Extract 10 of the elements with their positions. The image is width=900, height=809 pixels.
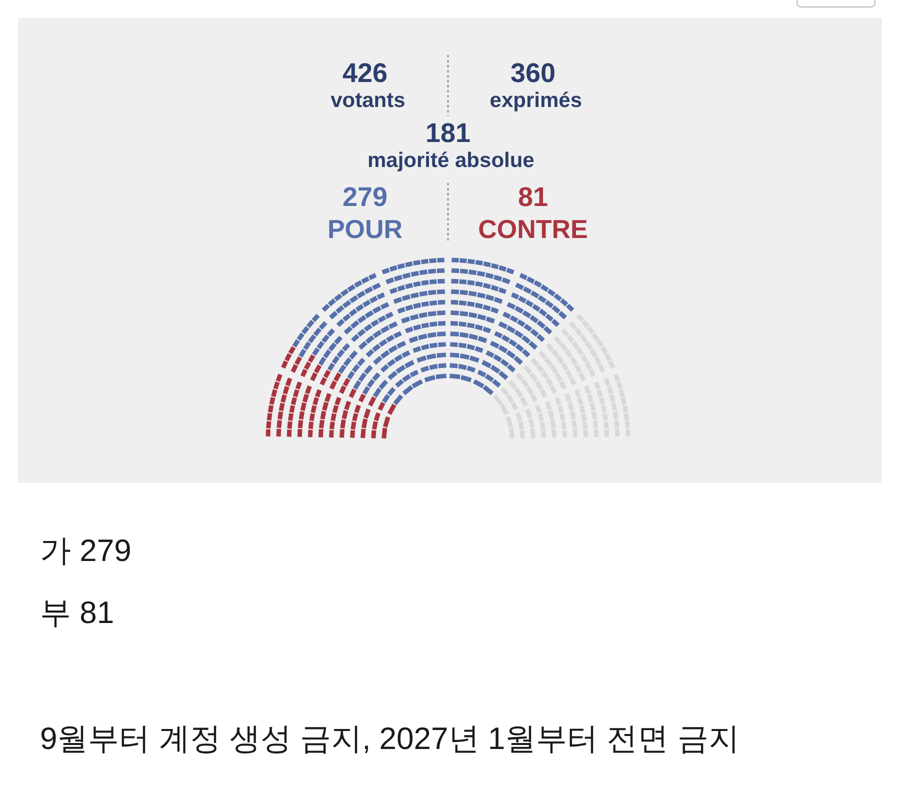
data-label: 279 bbox=[342, 182, 388, 212]
text: 426 votants bbox=[324, 58, 406, 112]
category-label: CONTRE bbox=[478, 214, 588, 244]
text: 부 81 bbox=[40, 595, 114, 630]
category-label: POUR bbox=[327, 214, 403, 244]
text: 가 279 bbox=[40, 533, 132, 568]
text: 9월부터 계정 생성 금지, 2027년 1월부터 전면 금지 bbox=[40, 721, 740, 756]
text: 360 exprimés bbox=[484, 58, 582, 112]
data-label: 81 bbox=[518, 182, 548, 212]
text: 181 majorité absolue bbox=[362, 118, 534, 172]
